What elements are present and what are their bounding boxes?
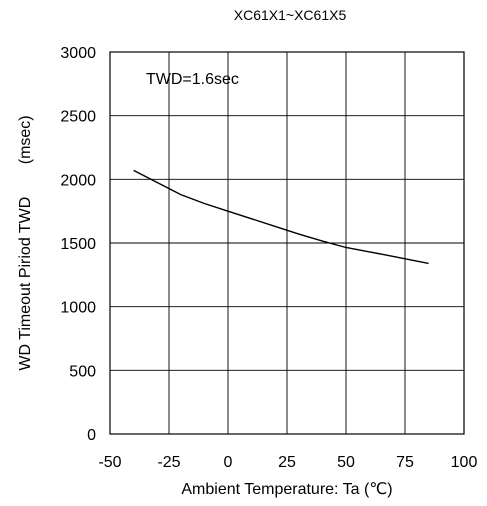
y-tick-label: 1000 — [60, 300, 96, 317]
y-tick-label: 2000 — [60, 172, 96, 189]
y-tick-label: 1500 — [60, 236, 96, 253]
x-tick-label: 100 — [451, 454, 478, 471]
y-tick-label: 2500 — [60, 109, 96, 126]
x-axis-label: Ambient Temperature: Ta (℃) — [181, 481, 392, 498]
y-axis-label-unit: (msec) — [17, 115, 34, 164]
y-tick-label: 500 — [69, 363, 96, 380]
plot-area-frame — [109, 51, 465, 435]
chart-annotation: TWD=1.6sec — [146, 71, 239, 88]
y-tick-label: 0 — [87, 427, 96, 444]
y-tick-label: 3000 — [60, 45, 96, 62]
x-tick-label: 0 — [224, 454, 233, 471]
y-axis-label: WD Timeout Piriod TWD (msec) — [17, 115, 34, 370]
x-tick-label: 50 — [337, 454, 355, 471]
y-axis-ticks: 0 500 1000 1500 2000 2500 3000 — [60, 45, 96, 444]
grid-lines — [110, 52, 464, 434]
x-tick-label: -50 — [98, 454, 121, 471]
chart-title: XC61X1~XC61X5 — [234, 7, 347, 23]
x-tick-label: 25 — [278, 454, 296, 471]
x-tick-label: 75 — [396, 454, 414, 471]
series-line — [133, 169, 429, 265]
x-tick-label: -25 — [157, 454, 180, 471]
x-axis-ticks: -50 -25 0 25 50 75 100 — [98, 454, 477, 471]
y-axis-label-text: WD Timeout Piriod TWD — [17, 197, 34, 371]
